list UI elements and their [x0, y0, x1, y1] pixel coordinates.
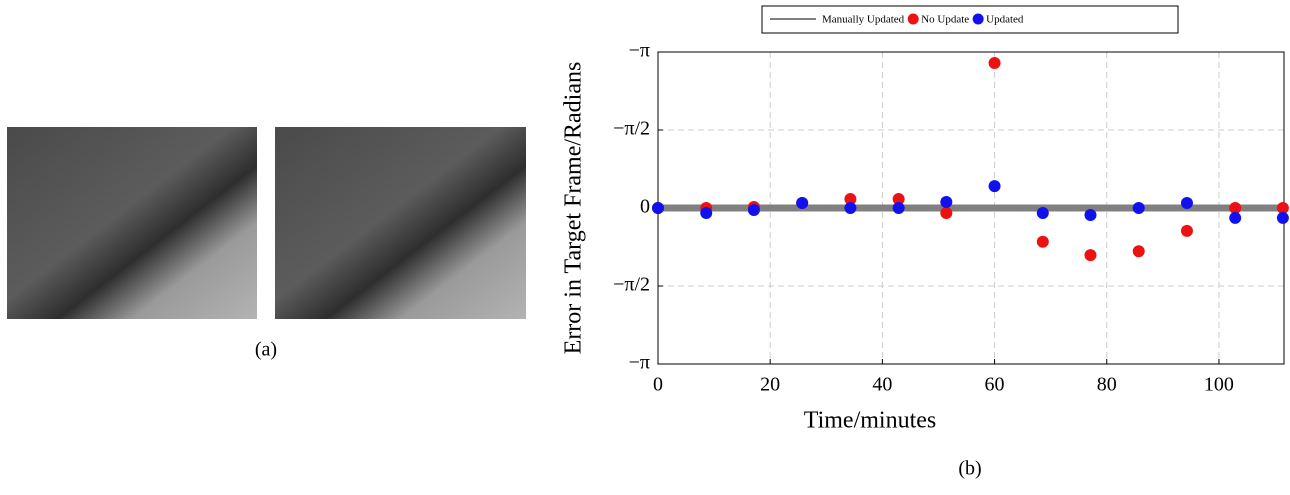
point	[1180, 197, 1193, 210]
legend-swatch	[972, 13, 984, 25]
x-tick-label: 40	[872, 374, 892, 396]
legend-box	[761, 5, 1179, 34]
micrograph	[275, 127, 526, 319]
point	[1036, 206, 1049, 219]
point	[988, 57, 1001, 70]
y-axis-label: Error in Target Frame/Radians	[561, 62, 587, 355]
x-tick-label: 0	[653, 374, 663, 396]
legend: Manually Updated No Update Updated	[770, 13, 1024, 26]
point	[988, 180, 1001, 193]
caption: (a)	[255, 339, 277, 361]
point	[1229, 211, 1242, 224]
x-tick-label: 60	[985, 374, 1005, 396]
point	[940, 196, 953, 209]
point	[1132, 245, 1145, 258]
point	[844, 193, 857, 206]
legend-swatch	[907, 13, 919, 25]
point	[1084, 249, 1097, 262]
point	[1276, 202, 1289, 214]
caption: (b)	[958, 458, 981, 480]
point	[652, 202, 664, 214]
point	[700, 206, 713, 219]
legend-label: Manually Updated	[822, 14, 905, 26]
x-tick-label: 80	[1097, 374, 1117, 396]
x-tick-label: 20	[760, 374, 780, 396]
point	[1180, 224, 1193, 237]
x-tick-label: 100	[1204, 374, 1234, 396]
point	[1036, 235, 1049, 248]
point	[844, 202, 857, 214]
y-tick-label: −π/2	[613, 274, 650, 296]
point	[1132, 202, 1145, 214]
y-tick-label: −π	[629, 40, 650, 62]
y-tick-label: −π/2	[613, 118, 650, 140]
y-tick-label: 0	[640, 196, 650, 218]
point	[1084, 208, 1097, 221]
point	[1276, 211, 1289, 224]
point	[940, 206, 953, 219]
point	[747, 203, 760, 216]
micrograph	[7, 127, 257, 319]
point	[1229, 202, 1242, 214]
point	[796, 197, 809, 210]
y-tick-label: −π	[629, 352, 650, 374]
legend-label: Updated	[986, 14, 1024, 26]
x-axis-label: Time/minutes	[804, 408, 936, 434]
point	[892, 202, 905, 214]
point	[892, 193, 905, 206]
legend-label: No Update	[921, 14, 969, 26]
